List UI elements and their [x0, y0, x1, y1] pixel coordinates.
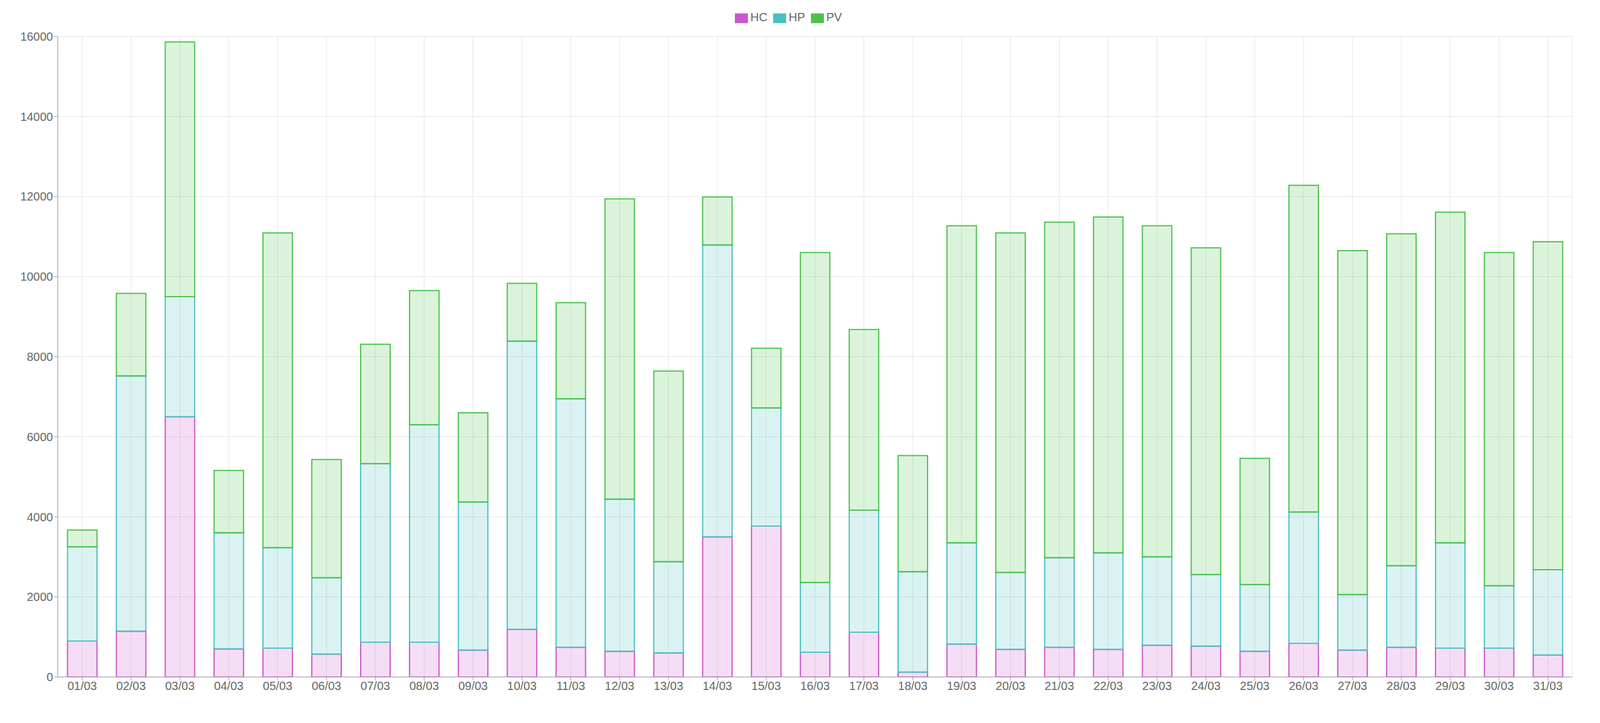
svg-text:27/03: 27/03	[1337, 678, 1368, 692]
svg-text:12000: 12000	[20, 189, 54, 203]
html-text:HP: HP	[788, 10, 806, 24]
html-text:HC: HC	[750, 10, 768, 24]
svg-text:14000: 14000	[20, 110, 54, 124]
svg-text:01/03: 01/03	[67, 678, 97, 692]
svg-text:21/03: 21/03	[1044, 678, 1074, 692]
svg-text:04/03: 04/03	[213, 678, 244, 692]
svg-text:03/03: 03/03	[165, 678, 195, 692]
svg-text:29/03: 29/03	[1435, 678, 1466, 692]
svg-text:20/03: 20/03	[995, 678, 1026, 692]
svg-text:10/03: 10/03	[507, 678, 537, 692]
svg-text:28/03: 28/03	[1386, 678, 1417, 692]
svg-text:02/03: 02/03	[116, 678, 146, 692]
svg-text:31/03: 31/03	[1533, 678, 1563, 692]
svg-text:09/03: 09/03	[458, 678, 488, 692]
svg-text:16000: 16000	[20, 30, 54, 44]
svg-text:11/03: 11/03	[556, 678, 586, 692]
svg-text:2000: 2000	[27, 589, 54, 603]
svg-text:17/03: 17/03	[849, 678, 879, 692]
svg-text:8000: 8000	[27, 350, 54, 364]
svg-text:0: 0	[46, 670, 54, 684]
svg-text:23/03: 23/03	[1142, 678, 1172, 692]
svg-text:07/03: 07/03	[360, 678, 391, 692]
svg-text:05/03: 05/03	[262, 678, 293, 692]
svg-text:30/03: 30/03	[1484, 678, 1514, 692]
svg-text:4000: 4000	[27, 510, 54, 524]
svg-text:08/03: 08/03	[409, 678, 440, 692]
svg-text:18/03: 18/03	[898, 678, 928, 692]
svg-text:24/03: 24/03	[1191, 678, 1221, 692]
svg-text:13/03: 13/03	[653, 678, 684, 692]
svg-text:6000: 6000	[27, 430, 54, 444]
svg-text:26/03: 26/03	[1288, 678, 1319, 692]
svg-text:06/03: 06/03	[311, 678, 342, 692]
svg-text:10000: 10000	[20, 269, 54, 283]
svg-text:22/03: 22/03	[1093, 678, 1123, 692]
svg-text:25/03: 25/03	[1239, 678, 1270, 692]
svg-text:15/03: 15/03	[751, 678, 781, 692]
html-text:PV: PV	[826, 10, 842, 24]
svg-text:16/03: 16/03	[800, 678, 830, 692]
svg-text:14/03: 14/03	[702, 678, 732, 692]
svg-text:12/03: 12/03	[604, 678, 635, 692]
svg-text:19/03: 19/03	[947, 678, 977, 692]
